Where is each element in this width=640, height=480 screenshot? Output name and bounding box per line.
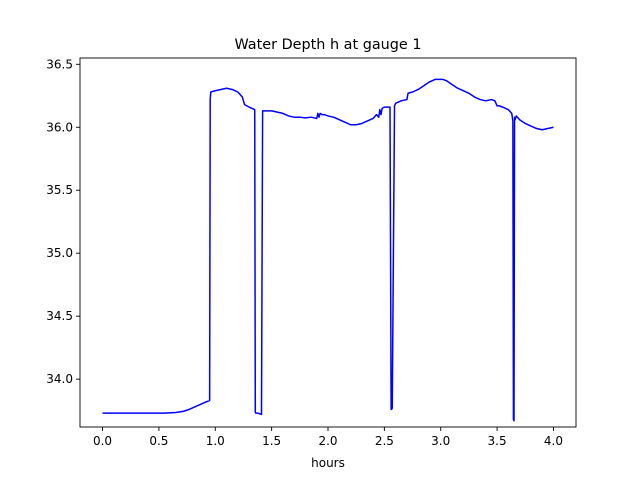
x-tick-label: 3.5	[488, 434, 507, 448]
x-tick-label: 2.5	[375, 434, 394, 448]
y-tick-label: 34.5	[46, 309, 73, 323]
x-tick-label: 4.0	[544, 434, 563, 448]
x-tick-label: 0.5	[149, 434, 168, 448]
x-tick-label: 2.0	[318, 434, 337, 448]
x-tick-label: 0.0	[93, 434, 112, 448]
y-tick-label: 36.0	[46, 120, 73, 134]
x-tick-label: 1.0	[206, 434, 225, 448]
x-tick-label: 1.5	[262, 434, 281, 448]
y-tick-label: 35.5	[46, 183, 73, 197]
y-tick-label: 35.0	[46, 246, 73, 260]
x-tick-label: 3.0	[431, 434, 450, 448]
y-tick-label: 34.0	[46, 372, 73, 386]
chart-title: Water Depth h at gauge 1	[234, 37, 421, 53]
y-tick-label: 36.5	[46, 57, 73, 71]
series-line-0	[102, 78, 554, 422]
x-axis-label: hours	[311, 456, 345, 470]
plot-area: 0.0 0.5 1.0 1.5 2.0 2.5 3.0 3.5 4.0 34.0 34.5 35.0 3…	[46, 57, 577, 448]
